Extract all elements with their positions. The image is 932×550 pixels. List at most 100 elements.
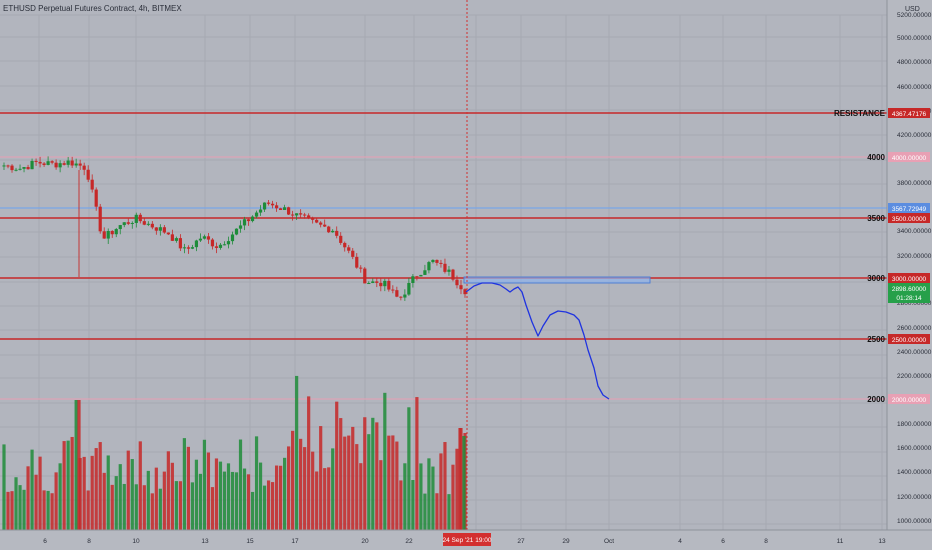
volume-bar bbox=[94, 448, 98, 530]
volume-bar bbox=[118, 464, 122, 530]
level-label: RESISTANCE bbox=[834, 109, 886, 118]
candle-body bbox=[351, 250, 355, 257]
last-price-text: 2898.60000 bbox=[892, 286, 927, 293]
volume-bar bbox=[74, 400, 78, 530]
price-tick-label: 5200.00000 bbox=[897, 12, 932, 19]
volume-bar bbox=[66, 440, 70, 530]
volume-bar bbox=[403, 463, 407, 530]
candle-body bbox=[451, 269, 455, 280]
candle-body bbox=[94, 189, 98, 207]
candle-body bbox=[34, 160, 38, 162]
candle-body bbox=[82, 165, 86, 170]
candle-body bbox=[379, 282, 383, 287]
volume-bar bbox=[254, 436, 259, 530]
volume-bar bbox=[427, 458, 431, 530]
price-tick-label: 2800.00000 bbox=[897, 300, 932, 307]
candle-body bbox=[435, 259, 439, 263]
level-price-tag bbox=[888, 394, 930, 404]
candle-body bbox=[371, 281, 375, 284]
candle-body bbox=[335, 230, 339, 236]
volume-bar bbox=[299, 438, 303, 530]
volume-bar bbox=[419, 463, 423, 530]
resistance-box bbox=[463, 276, 651, 284]
volume-bar bbox=[214, 458, 219, 530]
blue-line-tag bbox=[888, 203, 930, 213]
volume-bar bbox=[287, 446, 291, 530]
volume-bar bbox=[375, 422, 379, 530]
candle-body bbox=[90, 179, 94, 190]
level-price-tag bbox=[888, 273, 930, 283]
volume-bar bbox=[363, 417, 367, 530]
volume-bar bbox=[198, 473, 203, 530]
volume-bar bbox=[70, 436, 74, 530]
candle-body bbox=[323, 224, 327, 227]
level-price-text: 3500.00000 bbox=[892, 216, 927, 223]
volume-bar bbox=[202, 439, 207, 530]
volume-bar bbox=[166, 451, 170, 530]
volume-bar bbox=[174, 481, 178, 530]
price-axis-panel bbox=[887, 0, 932, 530]
volume-bar bbox=[230, 471, 235, 530]
time-axis: 6 8 10 13 15 17 20 22 27 29 Oct 4 6 8 11 13 24 Sep '21 1… bbox=[0, 529, 932, 550]
volume-bar bbox=[311, 451, 315, 530]
candle-body bbox=[238, 225, 243, 229]
currency-label: USD bbox=[905, 6, 920, 13]
volume-bar bbox=[335, 401, 339, 530]
volume-bar bbox=[186, 446, 190, 530]
candle-body bbox=[459, 285, 463, 290]
candle-body bbox=[331, 230, 335, 233]
candle-body bbox=[279, 208, 283, 210]
time-tick-label: 6 bbox=[721, 538, 725, 545]
volume-bars bbox=[2, 375, 467, 530]
candle-body bbox=[10, 165, 14, 171]
candle-body bbox=[427, 262, 431, 271]
price-tick-label: 5000.00000 bbox=[897, 35, 932, 42]
level-label: 3000 bbox=[867, 274, 885, 283]
price-tick-label: 2400.00000 bbox=[897, 349, 932, 356]
volume-bar bbox=[379, 460, 383, 530]
volume-bar bbox=[258, 462, 263, 530]
candle-body bbox=[174, 238, 178, 241]
volume-bar bbox=[415, 397, 419, 530]
candle-body bbox=[110, 230, 114, 235]
candle-body bbox=[214, 246, 219, 248]
candle-body bbox=[2, 165, 6, 167]
candle-body bbox=[367, 283, 371, 285]
candle-body bbox=[78, 163, 82, 166]
volume-bar bbox=[266, 480, 271, 530]
volume-bar bbox=[126, 450, 130, 530]
time-tick-label: 13 bbox=[201, 538, 209, 545]
volume-tick-label: 1000.00000 bbox=[897, 518, 932, 525]
time-tick-label: 6 bbox=[43, 538, 47, 545]
candle-body bbox=[210, 239, 215, 247]
volume-bar bbox=[106, 455, 110, 530]
volume-bar bbox=[343, 436, 347, 530]
candle-body bbox=[182, 247, 186, 249]
candle-body bbox=[411, 276, 415, 283]
candle-body bbox=[26, 167, 30, 170]
candle-body bbox=[246, 219, 251, 222]
candle-body bbox=[447, 269, 451, 272]
candle-body bbox=[423, 270, 427, 275]
volume-bar bbox=[451, 464, 455, 530]
candle-body bbox=[315, 219, 319, 223]
candle-body bbox=[262, 202, 267, 210]
volume-bar bbox=[170, 462, 174, 530]
volume-bar bbox=[42, 490, 46, 530]
candle-body bbox=[415, 276, 419, 278]
level-price-text: 3000.00000 bbox=[892, 276, 927, 283]
level-label: 4000 bbox=[867, 153, 885, 162]
volume-bar bbox=[190, 482, 195, 530]
price-tick-label: 4600.00000 bbox=[897, 84, 932, 91]
time-tick-label: 20 bbox=[361, 538, 369, 545]
volume-bar bbox=[462, 436, 466, 530]
volume-bar bbox=[307, 396, 311, 530]
level-label: 3500 bbox=[867, 214, 885, 223]
volume-bar bbox=[315, 471, 319, 530]
volume-bar bbox=[122, 483, 126, 530]
blue-line-price: 3567.72949 bbox=[892, 206, 927, 213]
volume-bar bbox=[210, 487, 215, 530]
volume-bar bbox=[130, 459, 134, 530]
chart-title: ETHUSD Perpetual Futures Contract, 4h, B… bbox=[3, 4, 182, 13]
